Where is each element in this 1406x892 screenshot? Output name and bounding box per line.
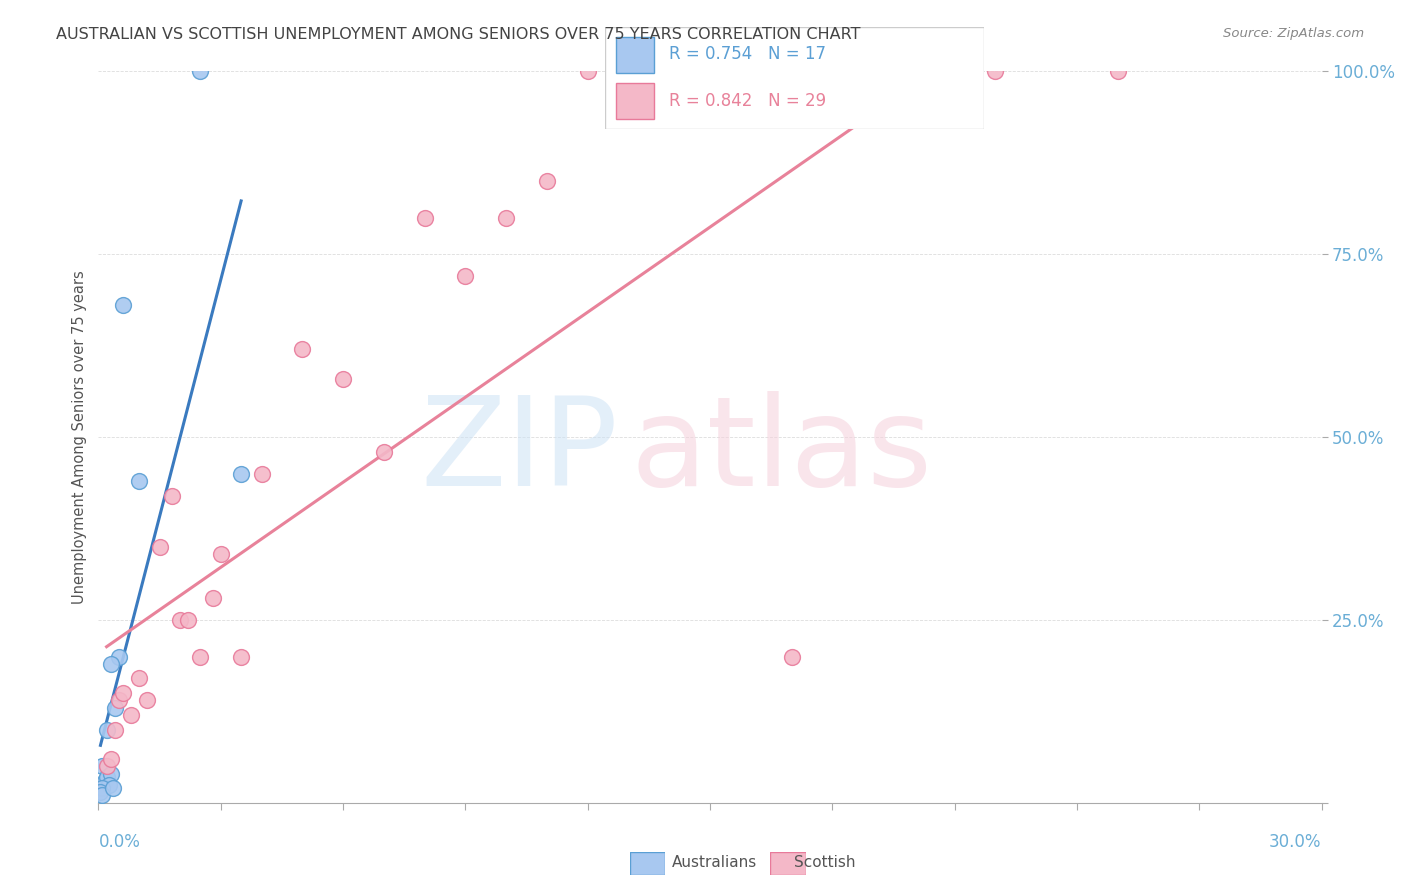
Point bbox=[1107, 64, 1129, 78]
Point bbox=[111, 298, 134, 312]
Point bbox=[128, 672, 150, 686]
Point bbox=[108, 649, 131, 664]
Bar bbox=[616, 37, 654, 73]
Point bbox=[100, 752, 122, 766]
Point bbox=[100, 657, 122, 671]
Point bbox=[201, 591, 224, 605]
Point bbox=[89, 785, 111, 799]
Bar bbox=[616, 83, 654, 119]
Point bbox=[209, 547, 232, 561]
Text: Australians: Australians bbox=[672, 855, 758, 870]
Point bbox=[108, 693, 131, 707]
Point bbox=[576, 64, 599, 78]
Point bbox=[332, 371, 354, 385]
Point bbox=[91, 759, 114, 773]
Point bbox=[91, 781, 114, 796]
Point bbox=[984, 64, 1007, 78]
Point bbox=[231, 467, 253, 481]
Point bbox=[104, 723, 127, 737]
Point bbox=[536, 174, 558, 188]
Point bbox=[93, 773, 115, 788]
Text: atlas: atlas bbox=[630, 392, 932, 512]
Point bbox=[373, 444, 395, 458]
Point bbox=[100, 766, 122, 780]
Point bbox=[96, 759, 118, 773]
Point bbox=[90, 789, 112, 803]
Point bbox=[97, 777, 120, 792]
Text: 0.0%: 0.0% bbox=[98, 833, 141, 851]
Point bbox=[149, 540, 172, 554]
Point bbox=[169, 613, 191, 627]
Text: AUSTRALIAN VS SCOTTISH UNEMPLOYMENT AMONG SENIORS OVER 75 YEARS CORRELATION CHAR: AUSTRALIAN VS SCOTTISH UNEMPLOYMENT AMON… bbox=[56, 27, 860, 42]
Point bbox=[128, 474, 150, 488]
Point bbox=[413, 211, 436, 225]
Point bbox=[177, 613, 200, 627]
Text: R = 0.754   N = 17: R = 0.754 N = 17 bbox=[669, 45, 827, 63]
Point bbox=[136, 693, 159, 707]
Text: 30.0%: 30.0% bbox=[1270, 833, 1322, 851]
Point bbox=[250, 467, 273, 481]
Text: R = 0.842   N = 29: R = 0.842 N = 29 bbox=[669, 92, 827, 110]
Y-axis label: Unemployment Among Seniors over 75 years: Unemployment Among Seniors over 75 years bbox=[72, 270, 87, 604]
Point bbox=[160, 489, 183, 503]
Point bbox=[101, 781, 124, 796]
Text: ZIP: ZIP bbox=[420, 392, 619, 512]
Point bbox=[96, 723, 118, 737]
Text: Source: ZipAtlas.com: Source: ZipAtlas.com bbox=[1223, 27, 1364, 40]
Point bbox=[454, 269, 477, 284]
Point bbox=[291, 343, 314, 357]
Text: Scottish: Scottish bbox=[794, 855, 856, 870]
Point bbox=[188, 64, 212, 78]
Point bbox=[658, 64, 681, 78]
Point bbox=[111, 686, 134, 700]
Point bbox=[96, 770, 118, 784]
Point bbox=[231, 649, 253, 664]
Point bbox=[495, 211, 517, 225]
Point bbox=[780, 649, 803, 664]
Point bbox=[188, 649, 212, 664]
Point bbox=[104, 700, 127, 714]
Point bbox=[120, 708, 142, 723]
